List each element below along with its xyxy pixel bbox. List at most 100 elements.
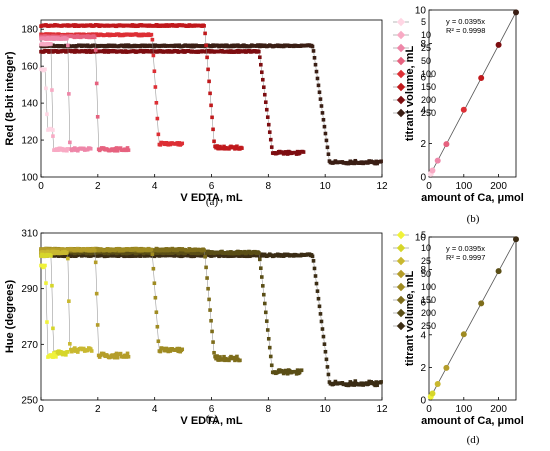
data-point-50 (60, 247, 64, 251)
data-point-100 (151, 53, 156, 58)
data-point-5 (44, 86, 48, 91)
data-point-250 (125, 254, 130, 258)
y-tick-label: 2 (420, 363, 426, 374)
legend-entry: 150 (421, 82, 436, 92)
data-point-50 (126, 148, 131, 152)
data-point-200 (264, 107, 269, 112)
legend-marker-250 (396, 321, 406, 331)
fit-equation: y = 0.0395x (446, 17, 485, 26)
legend-marker-150 (396, 82, 406, 92)
data-point-100 (168, 349, 173, 353)
data-point-150 (235, 354, 239, 359)
data-point-25 (81, 346, 86, 351)
data-point-200 (261, 292, 266, 297)
data-point-50 (112, 355, 117, 360)
legend-entry: 50 (421, 269, 431, 279)
data-point-50 (85, 246, 90, 251)
data-point-250 (317, 90, 322, 95)
data-point-100 (180, 141, 185, 146)
data-point-5 (40, 263, 44, 268)
data-point-10 (51, 326, 55, 331)
data-point-25 (68, 140, 72, 145)
data-point-200 (269, 145, 274, 149)
data-point-250 (311, 259, 316, 263)
data-point (513, 9, 519, 16)
data-point-10 (58, 351, 62, 356)
data-point-25 (75, 350, 80, 354)
data-point-25 (68, 342, 72, 346)
legend-marker-5 (396, 17, 406, 27)
series-10 (39, 41, 70, 153)
data-point-10 (66, 147, 70, 151)
y-tick-label: 2 (420, 139, 426, 150)
series-250 (39, 43, 383, 166)
data-point-100 (177, 346, 182, 351)
data-point-100 (154, 310, 159, 315)
data-point (460, 331, 467, 338)
legend: 5 10 25 50 100 150 200 250 (393, 17, 436, 118)
data-point-10 (49, 254, 53, 258)
x-tick-label: 8 (266, 181, 272, 192)
data-point-250 (310, 44, 315, 49)
data-point-50 (94, 291, 99, 296)
data-point-100 (175, 346, 180, 351)
x-tick-label: 6 (209, 181, 215, 192)
data-point-150 (210, 329, 214, 334)
data-point-250 (332, 381, 337, 386)
y-tick-label: 100 (21, 173, 38, 184)
legend-marker-250 (396, 108, 406, 118)
x-tick-label: 6 (209, 404, 215, 415)
y-tick-label: 250 (21, 396, 38, 407)
data-point-200 (301, 150, 306, 154)
data-point-50 (115, 148, 120, 153)
legend-marker-10 (396, 30, 406, 40)
data-point-25 (67, 299, 71, 303)
legend-entry: 5 (421, 17, 426, 27)
legend-marker-200 (396, 95, 406, 105)
data-point-250 (325, 145, 330, 150)
data-point-25 (75, 347, 79, 352)
data-point-250 (316, 83, 321, 88)
data-point-250 (373, 383, 377, 388)
data-point-150 (233, 358, 237, 363)
data-point-100 (158, 143, 163, 147)
data-point-50 (43, 246, 47, 251)
legend-entry: 25 (421, 256, 431, 266)
data-point-250 (321, 117, 326, 122)
panel-label: (c) (206, 413, 219, 425)
data-point-100 (152, 69, 157, 74)
data-point-50 (115, 355, 120, 360)
data-point-150 (235, 144, 239, 149)
data-point-150 (205, 276, 209, 280)
data-point-10 (63, 351, 67, 355)
legend-marker-10 (396, 243, 406, 253)
data-point-25 (51, 249, 55, 254)
data-point-200 (259, 275, 264, 279)
data-point-200 (258, 55, 262, 60)
data-point-250 (314, 281, 319, 286)
data-point-200 (259, 70, 264, 75)
data-point-250 (316, 296, 321, 301)
y-tick-label: 120 (21, 136, 38, 147)
data-point-250 (318, 312, 323, 316)
x-axis-label: V EDTA, mL (180, 415, 242, 427)
data-point-200 (262, 301, 267, 306)
x-tick-label: 0 (426, 404, 432, 415)
data-point-250 (317, 304, 322, 309)
data-point-10 (50, 283, 54, 288)
x-tick-label: 4 (152, 181, 158, 192)
data-point-50 (94, 81, 99, 86)
data-point-100 (155, 324, 160, 329)
data-point-100 (149, 247, 154, 252)
data-point-250 (315, 289, 320, 293)
series-200 (39, 249, 304, 376)
data-point-250 (321, 334, 326, 339)
data-point-100 (116, 246, 121, 251)
y-tick-label: 140 (21, 99, 38, 110)
plot-frame (428, 236, 517, 401)
data-point-200 (262, 92, 267, 97)
data-point-200 (266, 122, 271, 127)
data-point-200 (181, 249, 186, 254)
data-point-200 (265, 115, 270, 119)
